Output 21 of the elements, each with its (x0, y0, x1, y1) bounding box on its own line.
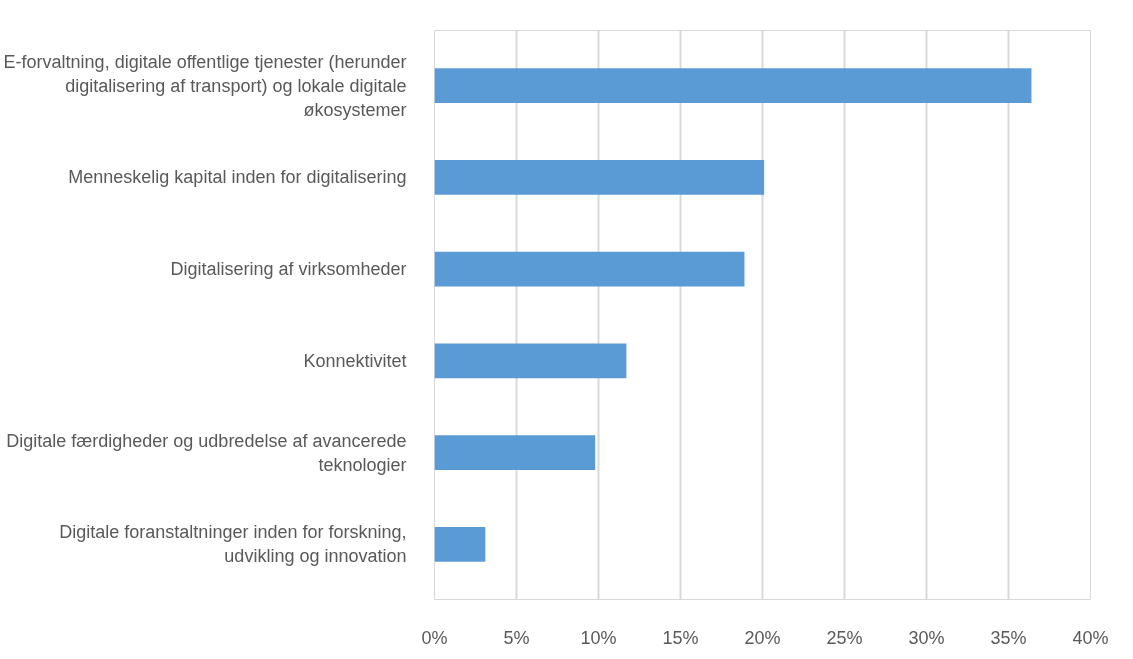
y-tick-label: Konnektivitet (303, 350, 407, 371)
y-tick-label: Menneskelig kapital inden for digitalisering (68, 167, 407, 188)
bar (434, 527, 486, 562)
x-tick-label: 15% (662, 627, 699, 648)
x-tick-label: 30% (908, 627, 945, 648)
x-tick-label: 5% (503, 627, 530, 648)
y-tick-label: Digitalisering af virksomheder (170, 259, 407, 280)
x-tick-label: 35% (990, 627, 1027, 648)
y-tick-label: Digitale foranstaltninger inden for forskning, udvikling og innovation (59, 522, 407, 567)
x-tick-label: 0% (421, 627, 448, 648)
y-tick-label: E-forvaltning, digitale offentlige tjenester (herunder digitalisering af transport) og lokale digitale økosystemer (3, 51, 407, 120)
x-tick-label: 10% (580, 627, 617, 648)
bar (434, 159, 765, 195)
x-tick-label: 25% (826, 627, 863, 648)
y-tick-label: Digitale færdigheder og udbredelse af avancerede teknologier (6, 430, 407, 475)
bar (434, 435, 596, 471)
bar (434, 68, 1032, 103)
bar (434, 251, 745, 287)
x-tick-label: 40% (1072, 627, 1109, 648)
x-tick-label: 20% (744, 627, 781, 648)
bar (434, 343, 627, 379)
